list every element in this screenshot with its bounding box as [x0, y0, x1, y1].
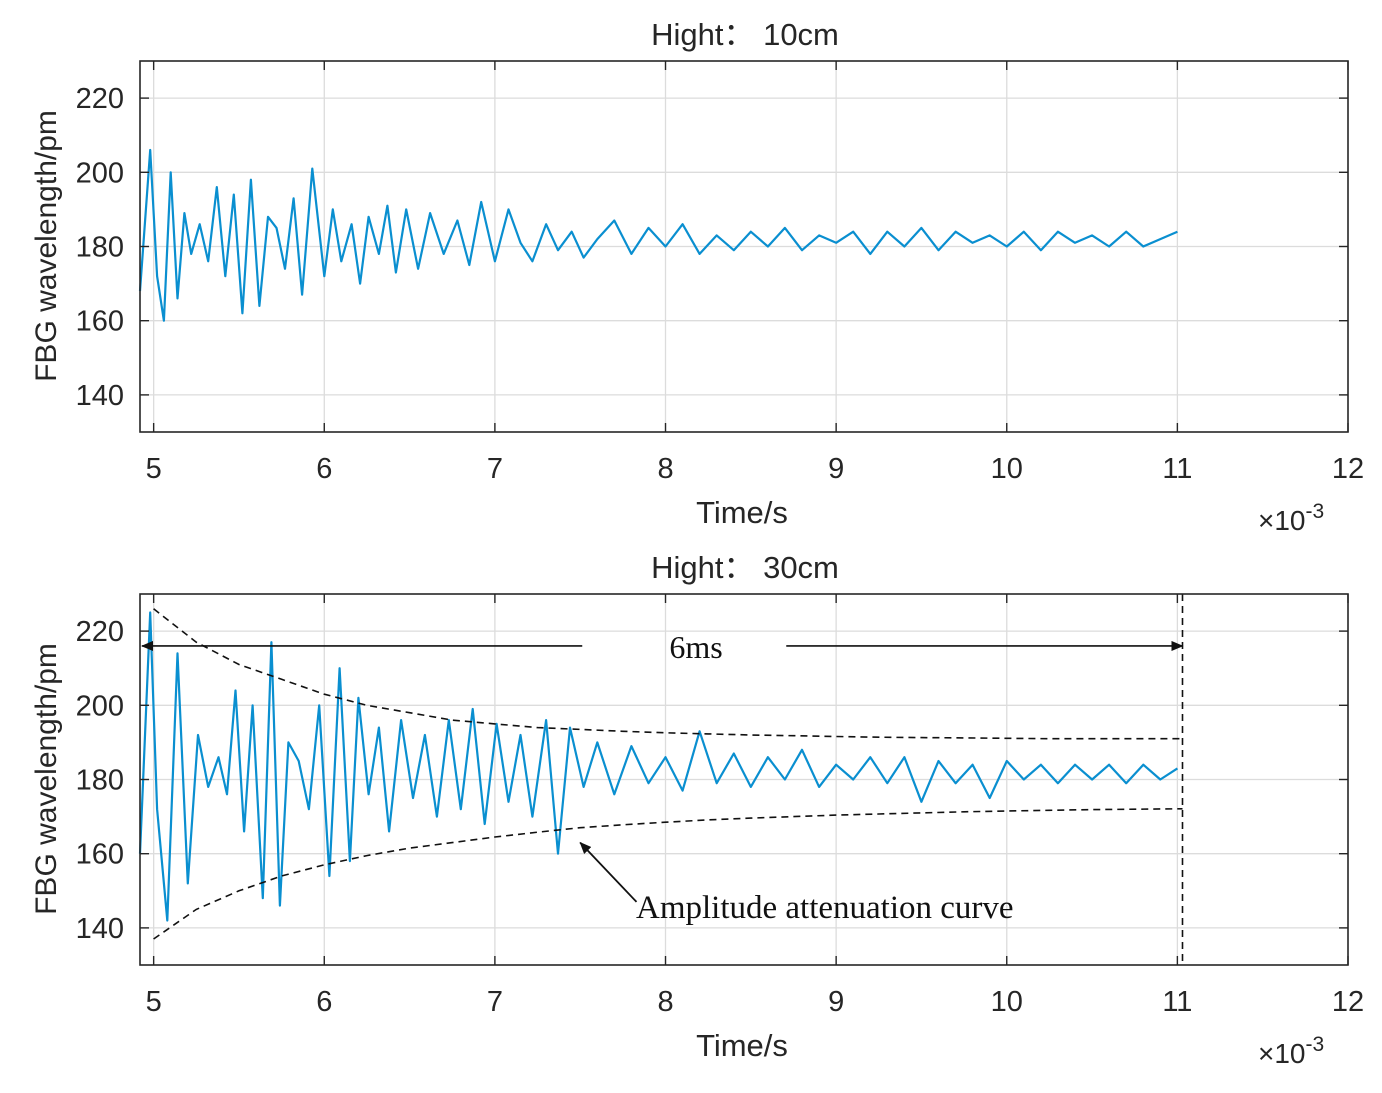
x-axis-label-bottom: Time/s — [696, 1028, 788, 1063]
x-tick-label-bottom: 9 — [828, 986, 844, 1018]
y-tick-label-top: 160 — [76, 306, 124, 338]
y-tick-label-top: 180 — [76, 232, 124, 264]
x-tick-label-top: 5 — [146, 453, 162, 485]
chart-title-bottom: Hight： 30cm — [651, 550, 839, 585]
y-axis-label-bottom: FBG wavelength/pm — [30, 643, 63, 915]
x-tick-label-bottom: 8 — [657, 986, 673, 1018]
x-exponent-bottom: ×10-3 — [1258, 1033, 1324, 1069]
x-tick-label-top: 6 — [316, 453, 332, 485]
y-tick-label-bottom: 140 — [76, 913, 124, 945]
x-exponent-base-bottom: ×10 — [1258, 1038, 1306, 1069]
x-tick-label-top: 8 — [657, 453, 673, 485]
x-tick-label-bottom: 10 — [991, 986, 1023, 1018]
y-tick-label-bottom: 200 — [76, 690, 124, 722]
x-axis-label-top: Time/s — [696, 495, 788, 530]
chart-panel-top: 5 6 7 8 9 10 11 12 140 160 180 200 220 Hight： 10cm T… — [30, 17, 1364, 536]
x-tick-label-bottom: 12 — [1332, 986, 1364, 1018]
series-line-top — [138, 148, 1178, 322]
ticks-top: 5 6 7 8 9 10 11 12 140 160 180 200 220 — [76, 61, 1364, 485]
series-line-bottom — [138, 611, 1178, 922]
chart-title-top: Hight： 10cm — [651, 17, 839, 52]
chart-panel-bottom: 6ms Amplitude attenuation curve 5 6 7 8 9 10 11… — [30, 550, 1364, 1069]
annotations-bottom: 6ms Amplitude attenuation curve — [141, 594, 1184, 965]
x-tick-label-top: 7 — [487, 453, 503, 485]
grid-bottom — [140, 594, 1348, 965]
x-tick-label-top: 11 — [1162, 453, 1192, 485]
envelope-upper — [153, 608, 1183, 740]
y-tick-label-top: 140 — [76, 380, 124, 412]
curve-annotation-label: Amplitude attenuation curve — [636, 890, 1014, 926]
envelope-lower — [153, 808, 1183, 940]
y-tick-label-top: 220 — [76, 83, 124, 115]
x-exponent-power-top: -3 — [1306, 500, 1325, 523]
y-tick-label-top: 200 — [76, 157, 124, 189]
x-tick-label-bottom: 7 — [487, 986, 503, 1018]
x-exponent-base-top: ×10 — [1258, 505, 1306, 536]
x-tick-label-bottom: 6 — [316, 986, 332, 1018]
x-exponent-top: ×10-3 — [1258, 500, 1324, 536]
y-axis-label-top: FBG wavelength/pm — [30, 110, 63, 382]
y-tick-label-bottom: 160 — [76, 839, 124, 871]
y-tick-label-bottom: 180 — [76, 765, 124, 797]
x-tick-label-top: 9 — [828, 453, 844, 485]
x-tick-label-top: 10 — [991, 453, 1023, 485]
series-top — [138, 148, 1178, 322]
y-tick-label-bottom: 220 — [76, 616, 124, 648]
duration-label: 6ms — [669, 629, 722, 665]
x-exponent-power-bottom: -3 — [1306, 1033, 1325, 1056]
x-tick-label-bottom: 11 — [1162, 986, 1192, 1018]
series-bottom — [138, 611, 1178, 922]
ticks-bottom: 5 6 7 8 9 10 11 12 140 160 180 200 220 — [76, 594, 1364, 1018]
x-tick-label-top: 12 — [1332, 453, 1364, 485]
curve-annotation-arrow — [579, 841, 638, 903]
x-tick-label-bottom: 5 — [146, 986, 162, 1018]
